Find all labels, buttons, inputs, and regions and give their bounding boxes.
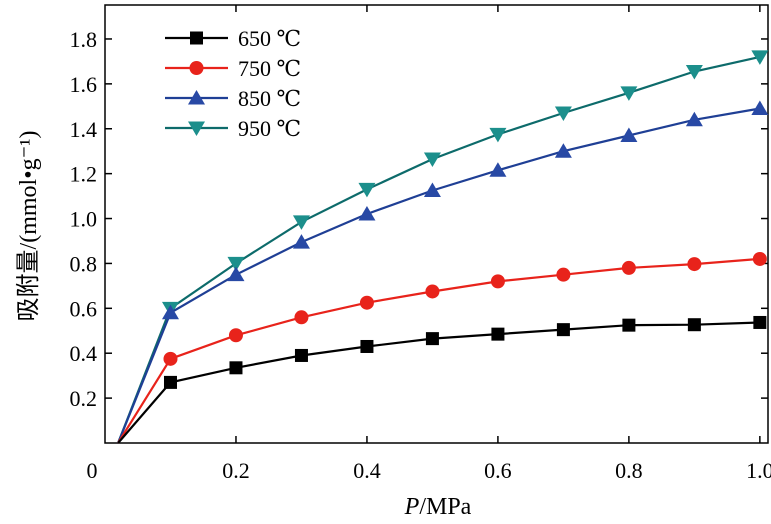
data-point <box>161 304 179 320</box>
data-point <box>753 315 767 329</box>
series-2 <box>117 251 767 444</box>
data-point <box>163 375 177 389</box>
axis-ticks: 0 0.2 0.4 0.6 0.8 1.0 0.2 0.4 0.6 0.8 1.0 1.2 1.4 1.6… <box>70 5 771 483</box>
data-point <box>358 182 376 198</box>
data-point <box>227 256 245 272</box>
x-axis-title-variable: P <box>404 494 420 520</box>
data-point <box>556 267 571 282</box>
y-tick-label: 0.2 <box>70 386 98 411</box>
x-tick-label: 0.8 <box>615 458 643 483</box>
data-point <box>294 310 309 325</box>
x-axis-title-unit: /MPa <box>419 494 471 520</box>
series-line <box>117 107 761 444</box>
data-point <box>556 323 570 337</box>
y-tick-label: 1.6 <box>70 72 98 97</box>
legend-label: 750 ℃ <box>238 56 301 81</box>
data-point <box>425 332 439 346</box>
data-point <box>292 234 310 249</box>
x-tick-label: 0.6 <box>484 458 512 483</box>
legend-label: 650 ℃ <box>238 26 301 51</box>
data-point <box>490 274 505 289</box>
plot-frame <box>104 4 769 444</box>
legend-item-3: 850 ℃ <box>165 86 301 111</box>
data-point <box>228 328 243 343</box>
data-point <box>360 339 374 353</box>
y-tick-label: 1.4 <box>70 117 98 142</box>
series-line <box>117 55 761 444</box>
data-point <box>685 111 703 127</box>
series-3 <box>117 100 769 444</box>
data-point <box>685 65 703 80</box>
y-tick-label: 0.8 <box>70 251 98 276</box>
data-point <box>752 251 767 266</box>
data-point <box>751 100 769 116</box>
legend: 650 ℃ 750 ℃ 850 ℃ 950 ℃ <box>165 26 301 141</box>
series-1 <box>117 315 767 444</box>
data-point <box>423 182 441 197</box>
data-point <box>163 351 178 366</box>
legend-item-4: 950 ℃ <box>165 116 301 141</box>
data-point <box>554 143 572 158</box>
data-point <box>687 318 701 332</box>
data-point <box>491 327 505 341</box>
x-axis-title: P/MPa <box>404 494 472 520</box>
data-point <box>292 215 310 230</box>
legend-marker <box>188 90 205 105</box>
legend-label: 850 ℃ <box>238 86 301 111</box>
x-tick-label: 1.0 <box>746 458 771 483</box>
y-tick-label: 0.4 <box>70 341 98 366</box>
legend-marker <box>189 61 204 75</box>
y-tick-label: 0.6 <box>70 296 98 321</box>
y-tick-label: 1.2 <box>70 162 98 187</box>
data-point <box>229 361 243 375</box>
series-line <box>117 321 760 444</box>
legend-item-1: 650 ℃ <box>165 26 301 51</box>
data-point <box>687 257 702 272</box>
x-tick-label: 0.4 <box>353 458 381 483</box>
series-4 <box>117 50 769 444</box>
data-point <box>751 50 769 65</box>
legend-marker <box>190 31 203 45</box>
data-point <box>620 127 638 142</box>
x-tick-label: 0 <box>87 458 98 483</box>
data-point <box>621 260 636 275</box>
data-point <box>622 318 636 332</box>
y-tick-label: 1.8 <box>70 27 98 52</box>
data-point <box>294 348 308 362</box>
data-point <box>620 86 638 101</box>
legend-marker <box>188 121 205 136</box>
data-point <box>359 295 374 310</box>
data-point <box>358 206 376 221</box>
plot-frame-border <box>104 4 769 444</box>
data-point <box>489 162 507 177</box>
x-tick-label: 0.2 <box>222 458 250 483</box>
data-point <box>227 266 245 282</box>
data-point <box>554 106 572 122</box>
data-point <box>423 152 441 168</box>
legend-item-2: 750 ℃ <box>165 56 301 81</box>
data-series <box>117 50 769 444</box>
y-tick-label: 1.0 <box>70 207 98 232</box>
legend-label: 950 ℃ <box>238 116 301 141</box>
data-point <box>489 127 507 143</box>
data-point <box>425 284 440 299</box>
y-axis-title: 吸附量/(mmol•g⁻¹) <box>15 131 42 322</box>
